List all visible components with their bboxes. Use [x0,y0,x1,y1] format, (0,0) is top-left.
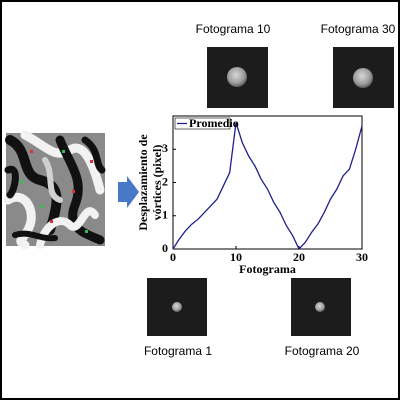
frame-image [333,47,394,108]
frame-image [147,278,207,336]
y-axis-label: vórtices (pixel) [150,145,164,221]
frame-label: Fotograma 10 [196,22,271,36]
legend-label: Promedio [189,116,239,130]
y-axis-label: Desplazamiento de [136,134,150,231]
frame-label: Fotograma 1 [144,344,212,358]
x-tick-label: 10 [230,250,242,264]
y-tick-label: 0 [162,241,168,255]
frame-image [291,278,351,336]
frame-label: Fotograma 20 [285,344,360,358]
x-tick-label: 0 [170,250,176,264]
x-tick-label: 20 [293,250,305,264]
vortex-texture [3,130,106,250]
x-axis-label: Fotograma [239,262,296,276]
x-tick-label: 30 [356,250,368,264]
chart: 0 10 20 30 0 1 2 3 Fotograma Desplazamiento de vór… [136,115,368,276]
y-tick-label: 1 [162,208,168,222]
frame-label: Fotograma 30 [321,22,396,36]
frame-image [207,47,268,108]
data-line [172,122,363,251]
plot-area [172,115,363,250]
legend-box [174,117,231,130]
arrow [118,176,139,208]
y-tick-label: 2 [162,174,168,188]
y-tick-label: 3 [162,141,168,155]
